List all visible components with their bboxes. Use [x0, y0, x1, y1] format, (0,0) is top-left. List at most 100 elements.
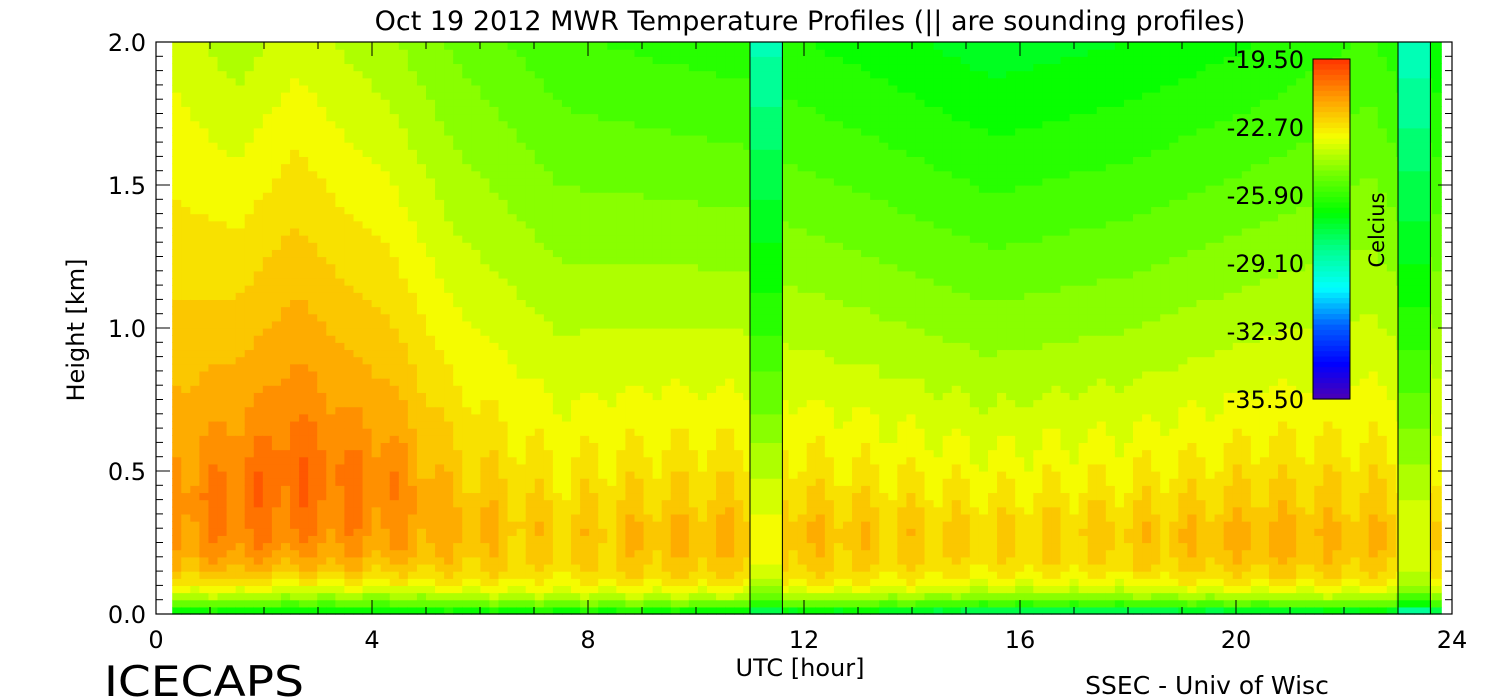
heatmap-cell — [299, 263, 309, 272]
heatmap-cell — [670, 335, 681, 343]
heatmap-cell — [271, 49, 282, 57]
heatmap-cell — [679, 185, 690, 193]
heatmap-cell — [217, 56, 228, 65]
heatmap-cell — [598, 213, 608, 222]
heatmap-cell — [616, 399, 627, 408]
heatmap-cell — [235, 585, 246, 594]
heatmap-cell — [607, 313, 617, 322]
heatmap-cell — [208, 127, 219, 136]
heatmap-cell — [670, 342, 681, 351]
heatmap-cell — [634, 599, 645, 608]
heatmap-cell — [326, 521, 336, 529]
heatmap-cell — [688, 578, 699, 586]
heatmap-cell — [670, 328, 681, 336]
heatmap-cell — [172, 571, 182, 579]
heatmap-cell — [661, 549, 672, 558]
heatmap-cell — [290, 328, 300, 336]
heatmap-cell — [670, 242, 681, 250]
heatmap-cell — [444, 406, 454, 415]
heatmap-cell — [353, 313, 364, 322]
heatmap-cell — [589, 513, 599, 522]
heatmap-cell — [616, 120, 627, 129]
heatmap-cell — [589, 485, 599, 494]
heatmap-cell — [426, 70, 436, 79]
heatmap-cell — [507, 549, 518, 558]
heatmap-cell — [697, 149, 708, 157]
heatmap-cell — [543, 578, 554, 586]
heatmap-cell — [679, 249, 690, 258]
heatmap-cell — [199, 149, 210, 157]
heatmap-cell — [426, 363, 436, 372]
heatmap-cell — [607, 277, 617, 286]
heatmap-cell — [181, 220, 191, 229]
heatmap-cell — [280, 63, 291, 72]
heatmap-cell — [426, 449, 436, 458]
heatmap-cell — [688, 285, 699, 293]
heatmap-cell — [353, 356, 364, 365]
heatmap-cell — [507, 156, 518, 165]
heatmap-cell — [308, 77, 318, 86]
heatmap-cell — [389, 478, 400, 486]
heatmap-cell — [634, 406, 645, 415]
heatmap-cell — [507, 84, 518, 93]
heatmap-cell — [725, 420, 735, 429]
heatmap-cell — [679, 313, 690, 322]
heatmap-cell — [262, 84, 273, 93]
heatmap-cell — [290, 528, 300, 536]
heatmap-cell — [280, 113, 291, 122]
heatmap-cell — [734, 413, 744, 422]
heatmap-cell — [226, 385, 237, 393]
heatmap-cell — [516, 277, 527, 286]
heatmap-cell — [670, 49, 681, 57]
heatmap-cell — [661, 206, 672, 215]
heatmap-cell — [407, 528, 418, 536]
heatmap-cell — [625, 320, 636, 329]
heatmap-cell — [389, 299, 400, 308]
heatmap-cell — [299, 120, 309, 129]
heatmap-cell — [734, 456, 744, 465]
heatmap-cell — [507, 420, 518, 429]
heatmap-cell — [670, 571, 681, 579]
heatmap-cell — [561, 313, 572, 322]
heatmap-cell — [435, 485, 445, 494]
heatmap-cell — [643, 106, 654, 115]
heatmap-cell — [362, 156, 373, 165]
heatmap-cell — [462, 42, 472, 50]
heatmap-cell — [444, 378, 454, 386]
heatmap-cell — [208, 320, 219, 329]
heatmap-cell — [616, 142, 627, 150]
heatmap-cell — [435, 227, 445, 236]
heatmap-cell — [489, 356, 500, 365]
heatmap-cell — [670, 535, 681, 544]
heatmap-cell — [190, 456, 200, 465]
heatmap-cell — [407, 549, 418, 558]
heatmap-cell — [734, 592, 744, 601]
heatmap-cell — [679, 449, 690, 458]
heatmap-cell — [426, 535, 436, 544]
heatmap-cell — [398, 592, 409, 601]
heatmap-cell — [688, 256, 699, 265]
heatmap-cell — [335, 542, 346, 551]
heatmap-cell — [480, 42, 491, 50]
heatmap-cell — [453, 299, 463, 308]
heatmap-cell — [688, 492, 699, 501]
heatmap-cell — [652, 370, 663, 379]
heatmap-cell — [462, 177, 472, 186]
heatmap-cell — [280, 420, 291, 429]
heatmap-cell — [208, 406, 219, 415]
heatmap-cell — [435, 156, 445, 165]
heatmap-cell — [407, 392, 418, 401]
heatmap-cell — [416, 478, 427, 486]
heatmap-cell — [389, 435, 400, 443]
heatmap-cell — [371, 335, 382, 343]
heatmap-cell — [561, 242, 572, 250]
heatmap-cell — [398, 370, 409, 379]
heatmap-cell — [507, 471, 518, 479]
heatmap-cell — [598, 127, 608, 136]
heatmap-cell — [344, 249, 355, 258]
heatmap-cell — [344, 420, 355, 429]
heatmap-cell — [516, 206, 527, 215]
heatmap-cell — [326, 134, 336, 143]
heatmap-cell — [416, 277, 427, 286]
heatmap-cell — [199, 299, 210, 308]
